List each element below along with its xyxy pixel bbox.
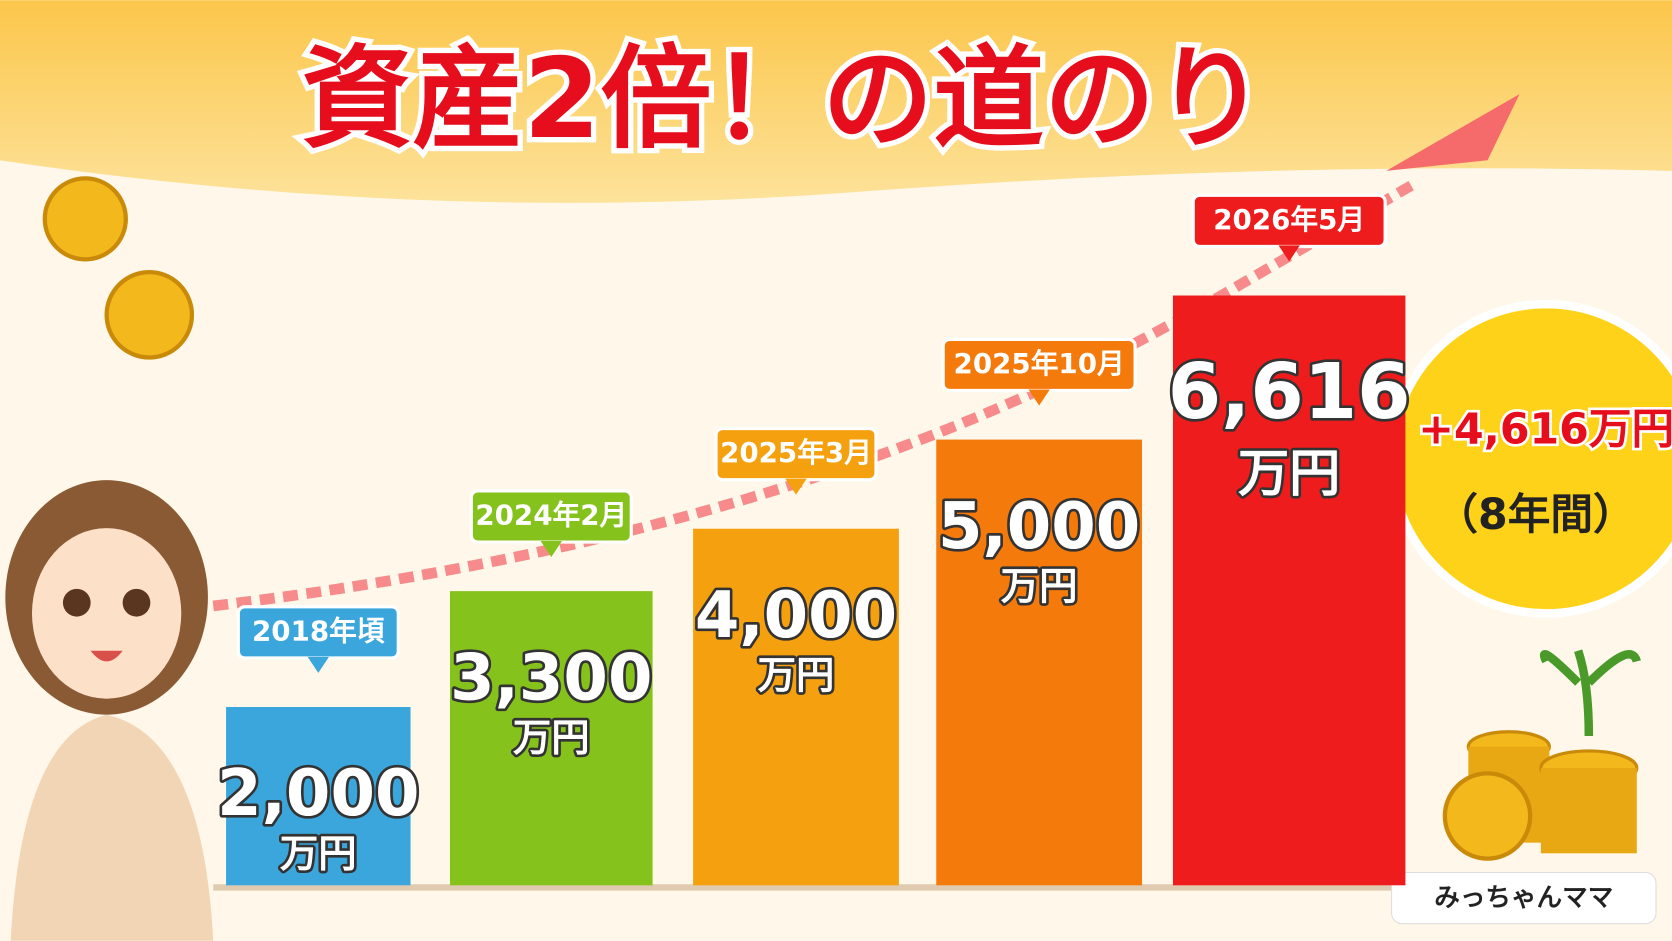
gain-text: +4,616万円	[1418, 405, 1672, 455]
value-label: 3,300	[450, 641, 652, 715]
bar	[226, 707, 411, 886]
unit-label: 万円	[758, 654, 835, 699]
unit-label: 万円	[1238, 444, 1340, 504]
coin-stack	[1442, 649, 1641, 861]
unit-label: 万円	[513, 716, 590, 761]
unit-label: 万円	[1001, 564, 1078, 609]
date-tag-pointer	[785, 478, 807, 495]
chart-title: 資産2倍！の道のり	[302, 35, 1266, 164]
date-label: 2026年5月	[1213, 203, 1365, 236]
date-label: 2025年10月	[954, 347, 1125, 380]
gain-badge	[1387, 299, 1672, 618]
date-label: 2018年頃	[252, 614, 385, 647]
bar	[936, 439, 1143, 886]
date-tag-pointer	[307, 656, 329, 673]
author: みっちゃんママ	[1434, 883, 1613, 913]
value-label: 5,000	[938, 490, 1140, 564]
value-label: 6,616	[1168, 348, 1411, 437]
date-tag-pointer	[540, 541, 562, 558]
unit-label: 万円	[280, 832, 357, 877]
value-label: 4,000	[695, 579, 897, 653]
coin	[42, 176, 128, 262]
bar	[1172, 295, 1406, 886]
value-label: 2,000	[217, 757, 419, 831]
bar	[449, 591, 653, 886]
character	[5, 480, 214, 941]
date-tag-pointer	[1278, 245, 1300, 262]
date-tag-pointer	[1028, 389, 1050, 406]
date-label: 2025年3月	[720, 436, 872, 469]
period-text: （8年間）	[1435, 490, 1635, 540]
author-box	[1391, 871, 1657, 925]
bar	[693, 528, 899, 886]
coin	[104, 270, 195, 360]
date-label: 2024年2月	[475, 498, 627, 531]
